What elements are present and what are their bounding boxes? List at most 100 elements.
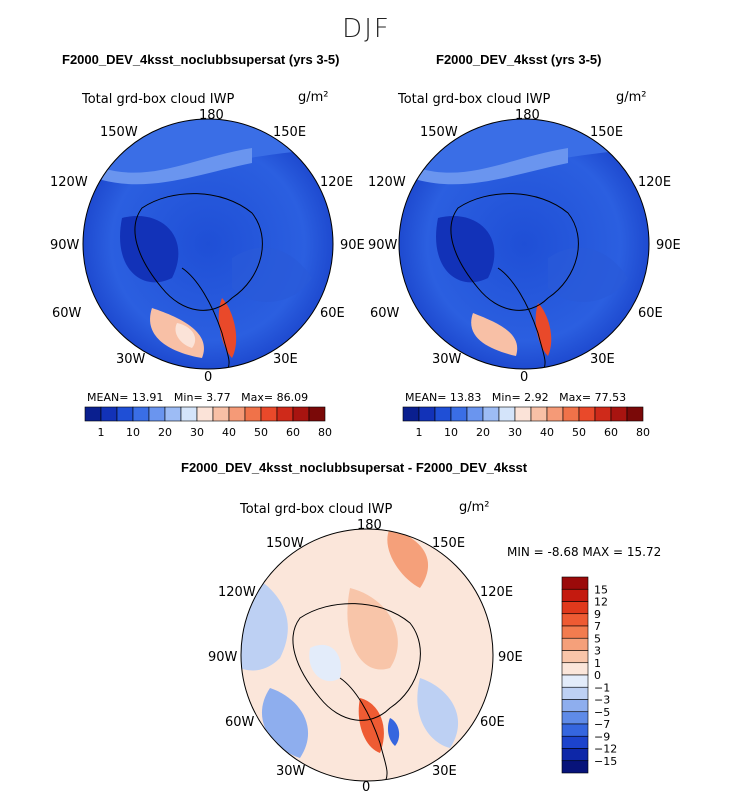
panel-2-lon-90e: 90E xyxy=(656,238,681,253)
panel-2-colorbar-color-bin xyxy=(466,406,484,422)
panel-1-title: F2000_DEV_4ksst_noclubbsupersat (yrs 3-5… xyxy=(62,52,340,67)
panel-1-min: 3.77 xyxy=(206,391,231,404)
panel-3-colorbar-color-bin xyxy=(561,637,589,651)
panel-3-colorbar-tick-label: −1 xyxy=(594,681,610,694)
panel-3-lon-30e: 30E xyxy=(432,764,457,779)
panel-3-colorbar-color-bin xyxy=(561,711,589,725)
panel-2-colorbar-tick-label: 80 xyxy=(636,426,650,439)
panel-3-neg-spot xyxy=(387,718,400,746)
panel-2-colorbar-color-bin xyxy=(562,406,580,422)
panel-3-lon-60e: 60E xyxy=(480,715,505,730)
panel-2-min: 2.92 xyxy=(524,391,549,404)
panel-2-lon-30w: 30W xyxy=(432,352,462,367)
panel-2-colorbar-color-bin xyxy=(482,406,500,422)
panel-1-colorbar-color-bin xyxy=(260,406,278,422)
panel-3-colorbar-tick-label: 9 xyxy=(594,608,601,621)
panel-2-colorbar-color-bin xyxy=(434,406,452,422)
panel-1-colorbar-tick-label: 1 xyxy=(98,426,105,439)
panel-3-colorbar-color-bin xyxy=(561,613,589,627)
panel-3-polar-map xyxy=(240,528,494,782)
panel-3-colorbar-tick-label: −12 xyxy=(594,743,617,756)
panel-1-max: 86.09 xyxy=(276,391,309,404)
panel-3-pos-north xyxy=(387,529,429,588)
panel-3-coastline-europe xyxy=(339,677,388,781)
panel-2-colorbar-color-bin xyxy=(530,406,548,422)
panel-3-colorbar-color-bin xyxy=(561,699,589,713)
panel-2-colorbar-color-bin xyxy=(626,406,644,422)
panel-2-colorbar-color-bin xyxy=(546,406,564,422)
panel-3-neg-se xyxy=(417,678,459,748)
panel-2-colorbar-tick-label: 50 xyxy=(572,426,586,439)
panel-3-lon-0: 0 xyxy=(362,780,371,795)
panel-3-colorbar-color-bin xyxy=(561,723,589,737)
panel-1-colorbar-color-bin xyxy=(164,406,182,422)
panel-2-colorbar-color-bin xyxy=(610,406,628,422)
panel-2-lon-180: 180 xyxy=(515,108,540,123)
panel-2-colorbar-color-bin xyxy=(450,406,468,422)
panel-3-colorbar-color-bin xyxy=(561,735,589,749)
panel-3-lon-30w: 30W xyxy=(276,764,306,779)
panel-3-colorbar-tick-label: 1 xyxy=(594,657,601,670)
panel-2-polar-map xyxy=(398,118,650,370)
panel-3-units: g/m² xyxy=(459,500,490,515)
panel-1-coastline-europe xyxy=(181,267,230,369)
panel-2-norway-peak xyxy=(535,303,552,356)
panel-3-colorbar-color-bin xyxy=(561,601,589,615)
panel-1-colorbar-tick-label: 40 xyxy=(222,426,236,439)
panel-1-colorbar-color-bin xyxy=(228,406,246,422)
panel-1-lon-150w: 150W xyxy=(100,125,138,140)
panel-2-max: 77.53 xyxy=(594,391,627,404)
panel-1-colorbar-tick-label: 20 xyxy=(158,426,172,439)
panel-2-max-label: Max= xyxy=(559,391,592,404)
panel-1-colorbar-tick-label: 50 xyxy=(254,426,268,439)
panel-3-colorbar-color-bin xyxy=(561,674,589,688)
panel-1-lon-90e: 90E xyxy=(340,238,365,253)
panel-1-colorbar-tick-label: 80 xyxy=(318,426,332,439)
panel-3-lon-90e: 90E xyxy=(498,650,523,665)
panel-3-colorbar-color-bin xyxy=(561,576,589,590)
panel-3-colorbar-tick-label: −3 xyxy=(594,694,610,707)
panel-2-lon-120w: 120W xyxy=(368,175,406,190)
panel-3-lon-60w: 60W xyxy=(225,715,255,730)
panel-1-siberia xyxy=(232,247,312,302)
panel-3-colorbar-color-bin xyxy=(561,650,589,664)
panel-3-colorbar-tick-label: 0 xyxy=(594,669,601,682)
panel-1-lon-30e: 30E xyxy=(273,352,298,367)
panel-2-colorbar-color-bin xyxy=(498,406,516,422)
panel-2-colorbar-color-bin xyxy=(418,406,436,422)
panel-3-lon-180: 180 xyxy=(357,518,382,533)
panel-3-range: MIN = -8.68 MAX = 15.72 xyxy=(507,545,662,559)
panel-1-colorbar-tick-label: 60 xyxy=(286,426,300,439)
panel-2-colorbar-tick-label: 20 xyxy=(476,426,490,439)
panel-1-lon-30w: 30W xyxy=(116,352,146,367)
panel-3-lon-90w: 90W xyxy=(208,650,238,665)
panel-2-mean-label: MEAN= xyxy=(405,391,447,404)
panel-2-siberia xyxy=(548,247,628,302)
panel-1-norway-peak xyxy=(218,298,237,358)
panel-1-map-border xyxy=(82,118,334,370)
panel-2-variable: Total grd-box cloud IWP xyxy=(398,92,551,107)
panel-1-colorbar-color-bin xyxy=(148,406,166,422)
panel-3-near-zero xyxy=(309,644,341,682)
panel-2-coastline xyxy=(450,193,579,311)
panel-3-colorbar-color-bin xyxy=(561,588,589,602)
panel-1-storm-track xyxy=(102,148,252,185)
panel-3-colorbar-tick-label: 3 xyxy=(594,645,601,658)
panel-2-colorbar-tick-label: 1 xyxy=(416,426,423,439)
panel-2-colorbar: 1 10 20 30 40 50 60 80 xyxy=(402,406,650,439)
panel-1-lon-60w: 60W xyxy=(52,306,82,321)
panel-1-colorbar-color-bin xyxy=(244,406,262,422)
panel-2-lon-120e: 120E xyxy=(638,175,672,190)
panel-2-lon-60w: 60W xyxy=(370,306,400,321)
panel-2-colorbar-tick-label: 30 xyxy=(508,426,522,439)
panel-1-colorbar-color-bin xyxy=(308,406,326,422)
panel-2-units: g/m² xyxy=(616,90,647,105)
panel-3-title: F2000_DEV_4ksst_noclubbsupersat - F2000_… xyxy=(181,460,528,475)
panel-3-coastline xyxy=(292,603,421,721)
panel-2-lon-150e: 150E xyxy=(590,125,624,140)
panel-3-pos-center xyxy=(347,588,398,670)
panel-2-title: F2000_DEV_4ksst (yrs 3-5) xyxy=(436,52,602,67)
panel-1-lon-180: 180 xyxy=(199,108,224,123)
panel-2-lon-90w: 90W xyxy=(368,238,398,253)
